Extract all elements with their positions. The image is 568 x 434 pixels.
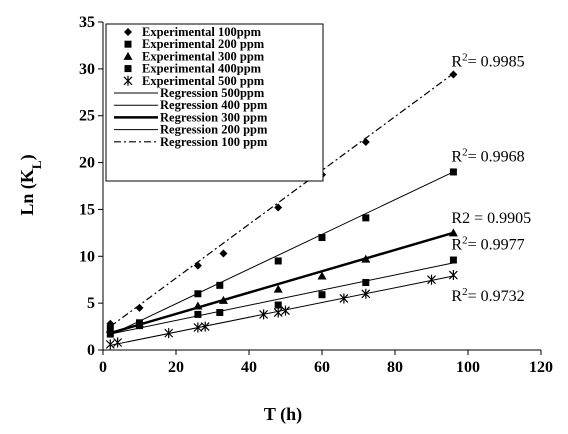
legend-label: Regression 500ppm: [160, 86, 265, 100]
x-tick-label: 40: [241, 359, 257, 376]
x-tick-label: 120: [529, 359, 553, 376]
data-point: [136, 322, 143, 330]
legend-label: Experimental 100ppm: [142, 25, 262, 39]
y-tick-label: 30: [79, 61, 95, 78]
data-point: [318, 234, 326, 242]
legend-box: [105, 23, 324, 182]
y-tick-label: 0: [87, 342, 95, 359]
legend-label: Regression 400 ppm: [160, 98, 268, 112]
data-point: [259, 309, 269, 320]
r2-annotation: R2= 0.9968: [451, 146, 524, 165]
r2-annotation: R2= 0.9985: [451, 52, 524, 71]
data-point: [281, 305, 290, 316]
x-tick-label: 80: [387, 359, 403, 376]
legend-label: Experimental 500 ppm: [142, 74, 265, 88]
data-point: [219, 249, 228, 258]
data-point: [273, 284, 283, 293]
data-point: [273, 307, 283, 318]
legend-marker: [123, 51, 133, 60]
data-point: [274, 257, 282, 265]
y-tick-label: 15: [79, 201, 95, 218]
data-point: [361, 254, 371, 263]
legend-label: Experimental 200 ppm: [142, 37, 265, 51]
data-point: [361, 288, 371, 299]
y-tick-label: 25: [79, 108, 95, 125]
data-point: [274, 203, 283, 212]
r2-annotation: R2= 0.9977: [451, 234, 524, 253]
y-tick-label: 35: [79, 14, 95, 31]
legend-marker: [124, 40, 132, 48]
data-point: [274, 301, 282, 309]
y-tick-label: 20: [79, 155, 95, 172]
legend-label: Experimental 300 ppm: [142, 49, 265, 63]
data-point: [200, 321, 210, 332]
r2-annotation: R2 = 0.9905: [451, 210, 531, 227]
data-point: [193, 322, 203, 333]
x-tick-label: 100: [456, 359, 480, 376]
data-point: [448, 270, 458, 281]
data-point: [105, 339, 115, 350]
x-tick-label: 0: [99, 359, 107, 376]
legend-label: Regression 300 ppm: [160, 110, 268, 124]
y-tick-label: 5: [87, 295, 95, 312]
data-point: [318, 291, 326, 299]
legend-marker: [123, 75, 133, 86]
data-point: [194, 310, 202, 318]
data-point: [449, 70, 458, 79]
data-point: [194, 290, 202, 298]
data-point: [449, 256, 457, 264]
data-point: [193, 261, 202, 270]
data-point: [193, 301, 203, 310]
regression-line: [110, 171, 454, 336]
data-point: [135, 303, 144, 312]
data-point: [218, 295, 228, 304]
data-point: [113, 337, 123, 348]
data-point: [427, 274, 436, 285]
data-point: [449, 168, 457, 176]
legend-label: Regression 200 ppm: [160, 123, 268, 137]
data-point: [362, 214, 370, 222]
data-point: [339, 293, 349, 304]
r2-annotation: R2= 0.9732: [451, 286, 524, 305]
data-point: [317, 271, 327, 280]
legend-marker: [124, 28, 132, 36]
data-point: [216, 309, 224, 317]
legend-marker: [124, 65, 132, 73]
regression-line: [109, 231, 454, 335]
data-point: [361, 137, 370, 146]
data-point: [164, 328, 174, 339]
x-tick-label: 60: [314, 359, 330, 376]
y-tick-label: 10: [79, 248, 95, 265]
data-point: [106, 330, 114, 338]
legend-label: Regression 100 ppm: [160, 135, 268, 149]
data-point: [362, 279, 370, 287]
x-axis-title: T (h): [264, 404, 302, 425]
regression-line: [109, 73, 454, 328]
x-tick-label: 20: [168, 359, 184, 376]
y-axis-title: Ln (KL): [17, 154, 44, 215]
data-point: [448, 228, 458, 237]
data-point: [216, 281, 224, 289]
legend-label: Experimental 400ppm: [142, 62, 262, 76]
regression-line: [110, 262, 454, 335]
